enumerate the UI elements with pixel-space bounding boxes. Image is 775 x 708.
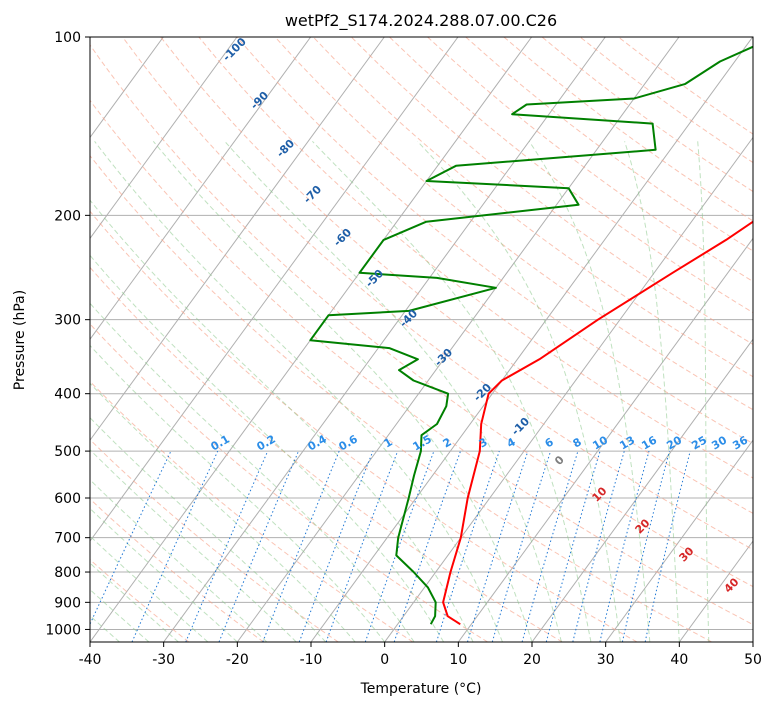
moist-adiabat	[90, 449, 297, 642]
y-axis-label: Pressure (hPa)	[12, 290, 28, 390]
moist-adiabat	[90, 588, 150, 642]
moist-adiabat	[90, 535, 209, 642]
dry-adiabat	[350, 37, 753, 345]
x-tick-label: 50	[744, 652, 762, 668]
y-tick-label: 100	[54, 30, 81, 46]
isotherm	[163, 37, 606, 642]
x-tick-label: 20	[523, 652, 541, 668]
mixing-ratio-line	[572, 450, 625, 642]
mixing-ratio-line	[599, 450, 650, 642]
moist-adiabat	[90, 479, 268, 642]
dry-adiabat	[90, 210, 638, 642]
grid-layer	[90, 37, 753, 642]
temperature-profile-line	[442, 220, 753, 626]
chart-title: wetPf2_S174.2024.288.07.00.C26	[285, 11, 557, 31]
isotherm	[90, 37, 459, 542]
isotherm	[236, 37, 680, 642]
y-tick-label: 1000	[45, 622, 81, 638]
mixing-ratio-line	[131, 450, 219, 642]
y-tick-label: 400	[54, 387, 81, 403]
mixing-ratio-line	[325, 450, 399, 642]
moist-adiabat	[90, 199, 474, 642]
x-tick-label: 30	[597, 652, 615, 668]
ticks-layer: -40 -30 -20 -10 0 10 20 30 40 50 100 200 300 400 500 60…	[45, 30, 762, 668]
y-tick-label: 200	[54, 208, 81, 224]
moist-adiabat	[697, 141, 710, 642]
moist-adiabat	[94, 140, 503, 642]
mixing-ratio-line	[491, 450, 552, 642]
isotherm	[90, 37, 238, 240]
x-tick-label: -10	[300, 652, 323, 668]
moist-adiabat	[90, 562, 179, 642]
moist-adiabat	[624, 141, 680, 642]
dry-adiabat	[90, 154, 712, 642]
mixing-ratio-line	[218, 450, 299, 642]
moist-adiabat	[90, 344, 386, 642]
isotherm	[310, 37, 753, 642]
dry-adiabat	[90, 558, 190, 642]
plot-frame	[89, 36, 754, 643]
mixing-ratio-line	[621, 450, 670, 642]
mixing-ratio-line	[435, 450, 500, 642]
dry-adiabat	[90, 380, 414, 642]
dry-adiabat	[90, 99, 753, 626]
mixing-ratio-line	[393, 450, 461, 642]
moist-adiabat	[90, 507, 238, 642]
dry-adiabat	[312, 37, 753, 378]
moist-adiabat	[224, 140, 562, 642]
series-layer	[309, 45, 753, 626]
y-tick-label: 600	[54, 491, 81, 507]
x-tick-label: 10	[449, 652, 467, 668]
mixing-ratio-line	[262, 450, 340, 642]
x-tick-label: 0	[380, 652, 389, 668]
mixing-ratio-line	[298, 450, 374, 642]
x-tick-label: 40	[670, 652, 688, 668]
moist-adiabat	[417, 140, 621, 642]
mixing-ratio-line	[521, 450, 579, 642]
moist-adiabat	[90, 417, 327, 642]
dry-adiabat	[90, 266, 563, 642]
y-tick-label: 800	[54, 565, 81, 581]
x-tick-label: -40	[79, 652, 102, 668]
y-tick-label: 700	[54, 531, 81, 547]
dry-adiabat	[90, 44, 753, 588]
mixing-ratio-line	[545, 450, 601, 642]
mixing-ratio-line	[644, 450, 691, 642]
y-tick-label: 300	[54, 313, 81, 329]
mixing-ratio-line	[364, 450, 435, 642]
isotherm	[90, 37, 312, 341]
x-tick-label: -30	[152, 652, 175, 668]
isotherm	[605, 439, 753, 642]
y-tick-label: 500	[54, 444, 81, 460]
isotherm	[90, 37, 385, 442]
dewpoint-profile-line	[309, 45, 753, 625]
moist-adiabat	[90, 302, 415, 642]
dry-adiabat	[122, 37, 753, 551]
x-axis-label: Temperature (°C)	[360, 681, 482, 697]
moist-adiabat	[152, 140, 533, 642]
y-tick-label: 900	[54, 595, 81, 611]
moist-adiabat	[528, 141, 651, 642]
x-tick-label: -20	[226, 652, 249, 668]
mixing-ratio-line	[185, 450, 269, 642]
mixing-ratio-line	[467, 450, 529, 642]
